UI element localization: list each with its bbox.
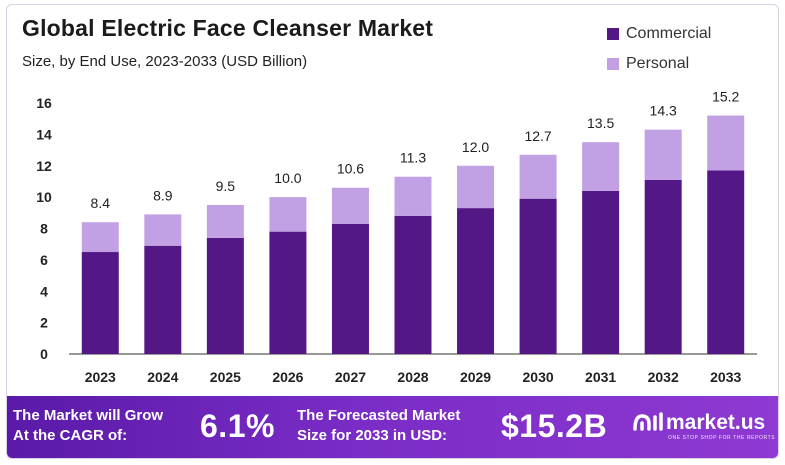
chart-legend: Commercial Personal: [607, 19, 711, 79]
cagr-value: 6.1%: [200, 408, 275, 444]
bar-personal-2032: [644, 129, 682, 180]
y-tick-label: 2: [40, 315, 48, 331]
bar-commercial-2027: [331, 223, 369, 354]
y-tick-label: 12: [36, 158, 52, 174]
forecast-text-line-2: Size for 2033 in USD:: [297, 427, 448, 444]
bar-personal-2027: [331, 187, 369, 224]
x-tick-label: 2032: [648, 369, 679, 385]
total-label-2029: 12.0: [462, 139, 489, 155]
bar-commercial-2028: [394, 215, 432, 354]
x-tick-label: 2029: [460, 369, 491, 385]
total-label-2024: 8.9: [153, 187, 173, 203]
bar-commercial-2026: [269, 231, 307, 354]
x-tick-label: 2025: [210, 369, 241, 385]
x-tick-label: 2031: [585, 369, 616, 385]
total-label-2027: 10.6: [337, 161, 364, 177]
bar-commercial-2025: [206, 237, 244, 354]
bar-personal-2028: [394, 176, 432, 216]
market-us-logo-icon: [633, 412, 663, 431]
growth-text-line-2: At the CAGR of:: [13, 427, 128, 444]
y-tick-label: 10: [36, 189, 52, 205]
chart-subtitle: Size, by End Use, 2023-2033 (USD Billion…: [22, 53, 308, 70]
forecast-value: $15.2B: [501, 408, 608, 444]
y-tick-label: 14: [36, 126, 52, 142]
y-tick-label: 4: [40, 283, 48, 299]
brand-tagline: ONE STOP SHOP FOR THE REPORTS: [668, 435, 776, 441]
total-label-2032: 14.3: [650, 103, 677, 119]
legend-item-personal: Personal: [607, 49, 711, 79]
total-label-2028: 11.3: [400, 150, 426, 166]
y-tick-label: 0: [40, 346, 48, 362]
bar-commercial-2029: [457, 208, 495, 354]
total-label-2030: 12.7: [524, 128, 551, 144]
bar-personal-2029: [457, 165, 495, 209]
x-tick-label: 2026: [272, 369, 303, 385]
bar-commercial-2023: [81, 252, 119, 354]
x-tick-label: 2024: [147, 369, 178, 385]
y-tick-label: 8: [40, 221, 48, 237]
bar-personal-2023: [81, 222, 119, 253]
legend-swatch-commercial: [607, 28, 619, 40]
bar-commercial-2030: [519, 198, 557, 354]
legend-label-personal: Personal: [626, 55, 690, 72]
chart-title: Global Electric Face Cleanser Market: [22, 15, 434, 41]
bar-personal-2025: [206, 204, 244, 238]
bar-commercial-2033: [707, 170, 745, 354]
total-label-2033: 15.2: [712, 89, 739, 105]
chart-card: Global Electric Face Cleanser Market Siz…: [6, 4, 779, 459]
x-tick-label: 2033: [710, 369, 741, 385]
total-label-2025: 9.5: [216, 178, 236, 194]
bar-commercial-2031: [582, 190, 620, 354]
legend-swatch-personal: [607, 58, 619, 70]
x-tick-label: 2023: [85, 369, 116, 385]
x-tick-label: 2030: [523, 369, 554, 385]
stacked-bar-chart: 0 2 4 6 8 10 12 14 16 8.4 2023 8.9 2024 9.5 2025 10.0 20…: [36, 89, 757, 385]
x-tick-label: 2028: [397, 369, 428, 385]
growth-text-line-1: The Market will Grow: [13, 407, 164, 424]
y-tick-label: 16: [36, 95, 52, 111]
bar-personal-2030: [519, 154, 557, 199]
y-tick-label: 6: [40, 252, 48, 268]
total-label-2031: 13.5: [587, 115, 614, 131]
legend-item-commercial: Commercial: [607, 19, 711, 49]
bar-personal-2033: [707, 115, 745, 171]
brand-logo: market.us ONE STOP SHOP FOR THE REPORTS: [632, 410, 775, 441]
total-label-2026: 10.0: [274, 170, 301, 186]
brand-name: market.us: [666, 411, 766, 434]
bar-personal-2026: [269, 197, 307, 232]
x-tick-label: 2027: [335, 369, 366, 385]
bar-personal-2024: [144, 214, 182, 246]
legend-label-commercial: Commercial: [626, 25, 712, 42]
bar-commercial-2024: [144, 245, 182, 354]
forecast-text-line-1: The Forecasted Market: [297, 407, 461, 424]
bar-commercial-2032: [644, 179, 682, 354]
footer-banner: The Market will Grow At the CAGR of: 6.1…: [7, 396, 778, 458]
bar-personal-2031: [582, 142, 620, 191]
total-label-2023: 8.4: [91, 195, 111, 211]
